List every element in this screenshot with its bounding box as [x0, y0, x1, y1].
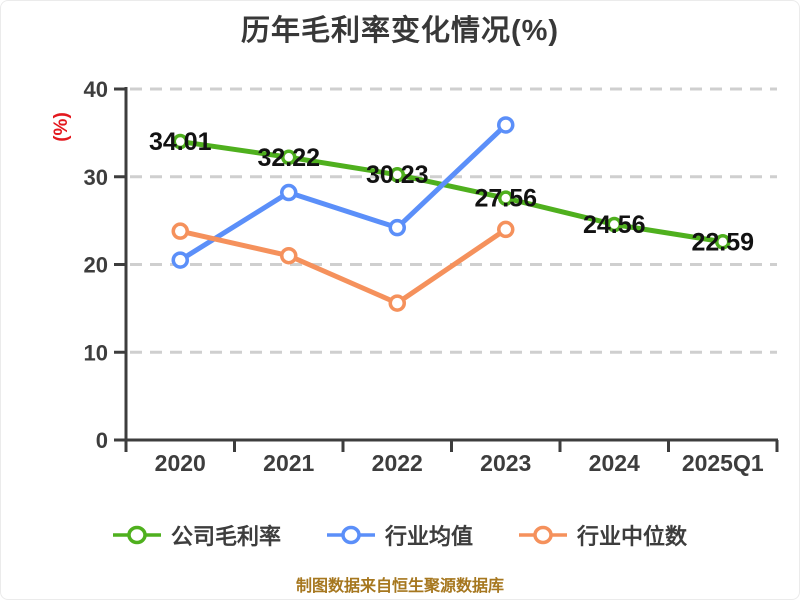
legend-item-company-gross-margin[interactable]: 公司毛利率 — [112, 519, 281, 551]
legend-item-industry-median[interactable]: 行业中位数 — [519, 519, 687, 551]
legend-item-industry-average[interactable]: 行业均值 — [326, 519, 473, 551]
data-point-label: 32.22 — [257, 144, 320, 172]
data-point-marker — [171, 251, 189, 269]
x-tick-label: 2025Q1 — [682, 450, 764, 476]
legend-line-marker-icon — [326, 525, 375, 545]
data-point-label: 22.59 — [691, 228, 754, 256]
series-line — [177, 122, 509, 263]
x-tick-label: 2021 — [263, 450, 314, 476]
chart-legend: 公司毛利率 行业均值 行业中位数 — [1, 519, 799, 551]
y-tick-label: 20 — [84, 253, 108, 278]
y-tick-label: 0 — [96, 428, 108, 453]
series-line — [177, 226, 509, 306]
data-point-marker — [606, 216, 622, 233]
data-point-marker — [280, 183, 298, 202]
x-tick-label: 2023 — [480, 450, 531, 476]
data-point-marker — [172, 133, 188, 150]
data-point-marker — [171, 222, 189, 240]
legend-line-marker-icon — [112, 525, 161, 545]
data-source-caption: 制图数据来自恒生聚源数据库 — [295, 578, 504, 595]
data-point-marker — [281, 149, 297, 166]
data-point-marker — [498, 190, 514, 206]
data-point-marker — [497, 116, 515, 134]
data-point-marker — [388, 218, 406, 237]
x-tick-label: 2022 — [372, 450, 423, 476]
data-point-label: 24.56 — [583, 211, 646, 239]
chart-title: 历年毛利率变化情况(%) — [240, 15, 560, 47]
y-tick-label: 40 — [84, 77, 108, 102]
data-point-label: 27.56 — [474, 185, 537, 213]
legend-label: 公司毛利率 — [170, 524, 281, 549]
data-point-marker — [280, 246, 298, 265]
series-line — [177, 139, 726, 245]
legend-label: 行业中位数 — [577, 524, 688, 549]
data-point-label: 30.23 — [366, 161, 429, 189]
y-tick-label: 10 — [84, 340, 108, 365]
data-point-marker — [388, 294, 406, 312]
data-point-label: 34.01 — [149, 128, 212, 156]
y-tick-label: 30 — [84, 165, 108, 190]
data-point-marker — [497, 220, 515, 239]
legend-line-marker-icon — [519, 525, 567, 545]
x-tick-label: 2024 — [589, 450, 640, 476]
legend-label: 行业均值 — [384, 524, 473, 549]
x-tick-label: 2020 — [155, 450, 206, 476]
data-point-marker — [389, 166, 405, 183]
data-point-marker — [715, 234, 731, 250]
